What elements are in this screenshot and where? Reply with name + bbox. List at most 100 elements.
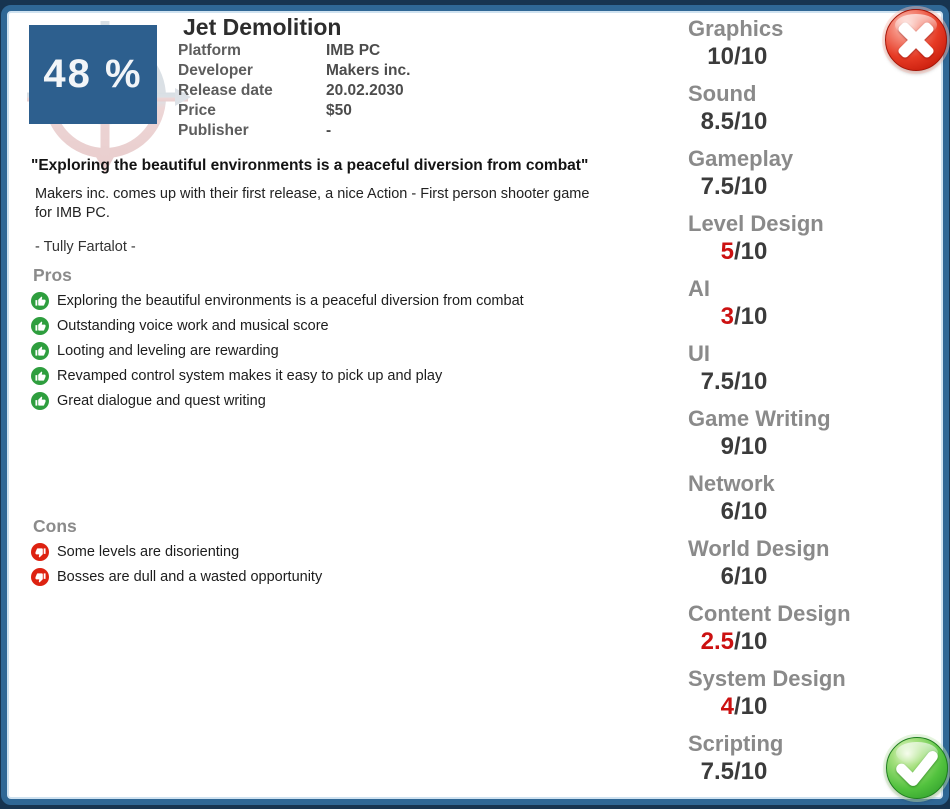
rating-value: 6/10 bbox=[688, 497, 883, 527]
ratings-column: Graphics 10/10 Sound 8.5/10 Gameplay 7.5… bbox=[688, 16, 883, 796]
rating-label: Gameplay bbox=[688, 146, 794, 171]
rating-max: /10 bbox=[734, 433, 768, 460]
score-value: 48 % bbox=[43, 52, 143, 96]
info-row: Developer Makers inc. bbox=[178, 61, 508, 81]
rating-max: /10 bbox=[734, 173, 768, 200]
close-button[interactable] bbox=[885, 9, 947, 71]
rating-item: UI 7.5/10 bbox=[688, 341, 883, 397]
pro-text: Exploring the beautiful environments is … bbox=[57, 293, 524, 309]
rating-item: Gameplay 7.5/10 bbox=[688, 146, 883, 202]
con-text: Some levels are disorienting bbox=[57, 544, 240, 560]
rating-item: Game Writing 9/10 bbox=[688, 406, 883, 462]
info-value: $50 bbox=[326, 102, 352, 119]
rating-label: UI bbox=[688, 341, 710, 366]
rating-label: System Design bbox=[688, 666, 846, 691]
thumbs-up-icon bbox=[31, 317, 49, 335]
info-value: 20.02.2030 bbox=[326, 82, 404, 99]
info-label: Developer bbox=[178, 62, 253, 79]
rating-score: 6 bbox=[720, 498, 734, 525]
close-x-icon bbox=[898, 22, 934, 58]
pro-text: Revamped control system makes it easy to… bbox=[57, 368, 443, 384]
info-row: Price $50 bbox=[178, 101, 508, 121]
rating-label: Sound bbox=[688, 81, 757, 106]
rating-score: 4 bbox=[720, 693, 734, 720]
pro-text: Looting and leveling are rewarding bbox=[57, 343, 279, 359]
info-row: Publisher - bbox=[178, 121, 508, 141]
rating-value: 7.5/10 bbox=[688, 367, 883, 397]
review-description: Makers inc. comes up with their first re… bbox=[35, 186, 590, 222]
rating-score: 7.5 bbox=[700, 758, 734, 785]
info-label: Platform bbox=[178, 42, 241, 59]
info-value: - bbox=[326, 122, 332, 139]
rating-value: 6/10 bbox=[688, 562, 883, 592]
rating-max: /10 bbox=[734, 43, 768, 70]
info-value: IMB PC bbox=[326, 42, 381, 59]
rating-item: Sound 8.5/10 bbox=[688, 81, 883, 137]
rating-label: Graphics bbox=[688, 16, 784, 41]
con-item: Some levels are disorienting bbox=[31, 543, 671, 561]
cons-heading: Cons bbox=[33, 516, 77, 536]
rating-score: 10 bbox=[707, 43, 734, 70]
rating-max: /10 bbox=[734, 238, 768, 265]
reviewer-byline: - Tully Fartalot - bbox=[35, 239, 136, 255]
rating-max: /10 bbox=[734, 498, 768, 525]
rating-item: Scripting 7.5/10 bbox=[688, 731, 883, 787]
pro-item: Great dialogue and quest writing bbox=[31, 392, 671, 410]
game-title: Jet Demolition bbox=[183, 14, 342, 40]
info-label: Release date bbox=[178, 82, 273, 99]
rating-item: World Design 6/10 bbox=[688, 536, 883, 592]
rating-score: 6 bbox=[720, 563, 734, 590]
review-window: 48 % Jet Demolition Platform IMB PC Devel… bbox=[1, 5, 949, 805]
cons-section: Cons Some levels are disorienting Bosses… bbox=[31, 516, 671, 593]
rating-item: AI 3/10 bbox=[688, 276, 883, 332]
rating-label: Game Writing bbox=[688, 406, 831, 431]
rating-value: 5/10 bbox=[688, 237, 883, 267]
rating-item: System Design 4/10 bbox=[688, 666, 883, 722]
pro-item: Outstanding voice work and musical score bbox=[31, 317, 671, 335]
rating-score: 7.5 bbox=[700, 173, 734, 200]
confirm-button[interactable] bbox=[886, 737, 948, 799]
rating-score: 7.5 bbox=[700, 368, 734, 395]
rating-max: /10 bbox=[734, 303, 768, 330]
thumbs-down-icon bbox=[31, 543, 49, 561]
rating-score: 3 bbox=[720, 303, 734, 330]
rating-label: World Design bbox=[688, 536, 830, 561]
rating-max: /10 bbox=[734, 758, 768, 785]
rating-item: Level Design 5/10 bbox=[688, 211, 883, 267]
rating-max: /10 bbox=[734, 628, 768, 655]
thumbs-up-icon bbox=[31, 367, 49, 385]
pro-text: Great dialogue and quest writing bbox=[57, 393, 266, 409]
rating-score: 2.5 bbox=[700, 628, 734, 655]
rating-label: Content Design bbox=[688, 601, 851, 626]
rating-value: 2.5/10 bbox=[688, 627, 883, 657]
rating-score: 9 bbox=[720, 433, 734, 460]
info-label: Publisher bbox=[178, 122, 249, 139]
rating-item: Content Design 2.5/10 bbox=[688, 601, 883, 657]
score-badge: 48 % bbox=[29, 25, 157, 124]
rating-score: 8.5 bbox=[700, 108, 734, 135]
pro-item: Exploring the beautiful environments is … bbox=[31, 292, 671, 310]
checkmark-icon bbox=[896, 751, 938, 786]
rating-value: 10/10 bbox=[688, 42, 883, 72]
thumbs-down-icon bbox=[31, 568, 49, 586]
rating-value: 7.5/10 bbox=[688, 757, 883, 787]
pro-text: Outstanding voice work and musical score bbox=[57, 318, 329, 334]
rating-max: /10 bbox=[734, 368, 768, 395]
thumbs-up-icon bbox=[31, 392, 49, 410]
rating-value: 3/10 bbox=[688, 302, 883, 332]
info-row: Platform IMB PC bbox=[178, 41, 508, 61]
pros-section: Pros Exploring the beautiful environment… bbox=[31, 265, 671, 417]
pro-item: Revamped control system makes it easy to… bbox=[31, 367, 671, 385]
rating-max: /10 bbox=[734, 563, 768, 590]
rating-item: Graphics 10/10 bbox=[688, 16, 883, 72]
rating-label: Network bbox=[688, 471, 775, 496]
review-quote: "Exploring the beautiful environments is… bbox=[31, 157, 589, 174]
con-text: Bosses are dull and a wasted opportunity bbox=[57, 569, 323, 585]
rating-label: Level Design bbox=[688, 211, 824, 236]
rating-label: AI bbox=[688, 276, 710, 301]
rating-score: 5 bbox=[720, 238, 734, 265]
rating-item: Network 6/10 bbox=[688, 471, 883, 527]
info-label: Price bbox=[178, 102, 216, 119]
rating-max: /10 bbox=[734, 108, 768, 135]
pros-heading: Pros bbox=[33, 265, 72, 285]
